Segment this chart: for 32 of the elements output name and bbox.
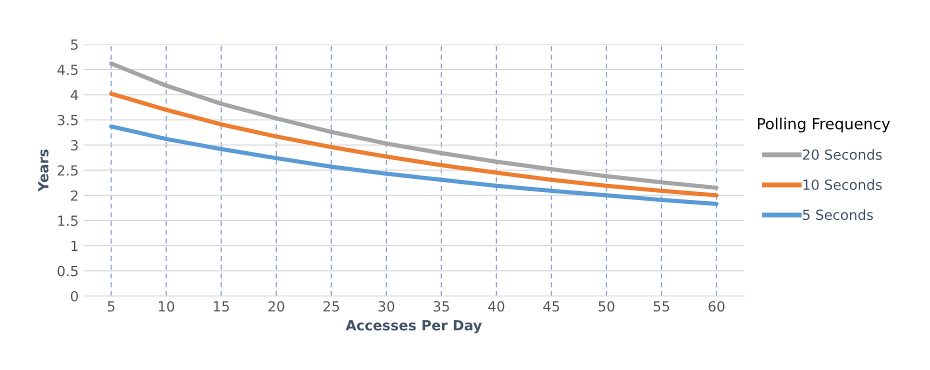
x-axis-title: Accesses Per Day xyxy=(346,320,482,334)
x-tick-label: 50 xyxy=(598,301,614,312)
y-tick-label: 4 xyxy=(70,90,78,100)
x-tick-label: 30 xyxy=(378,301,394,312)
y-tick-label: 0 xyxy=(70,290,78,302)
x-tick-label: 10 xyxy=(158,301,174,312)
y-axis-title: Years xyxy=(38,150,49,192)
legend-label: 5 Seconds xyxy=(803,209,873,220)
x-tick-label: 20 xyxy=(268,301,284,312)
line-series xyxy=(109,124,719,206)
y-tick-label: 2.5 xyxy=(58,165,78,176)
x-tick-label: 5 xyxy=(108,301,114,312)
x-tick-label: 60 xyxy=(708,301,724,312)
legend-label: 20 Seconds xyxy=(803,149,882,160)
y-tick-label: 1 xyxy=(72,240,78,251)
y-tick-label: 3.5 xyxy=(58,114,78,126)
line-series xyxy=(109,61,719,190)
legend-label: 10 Seconds xyxy=(804,179,882,190)
y-tick-label: 2 xyxy=(71,190,78,201)
x-tick-label: 55 xyxy=(654,301,670,312)
legend-title: Polling Frequency xyxy=(758,118,890,132)
y-tick-label: 0.5 xyxy=(58,266,78,276)
x-tick-label: 45 xyxy=(543,301,560,312)
y-tick-label: 3 xyxy=(71,140,78,151)
x-tick-label: 40 xyxy=(488,301,504,312)
y-tick-label: 5 xyxy=(71,40,78,50)
line-series xyxy=(109,92,719,198)
y-tick-label: 4.5 xyxy=(57,64,78,76)
x-tick-label: 15 xyxy=(214,301,229,312)
y-tick-label: 1.5 xyxy=(58,216,78,226)
x-tick-label: 25 xyxy=(323,301,339,312)
x-tick-label: 35 xyxy=(434,301,449,312)
